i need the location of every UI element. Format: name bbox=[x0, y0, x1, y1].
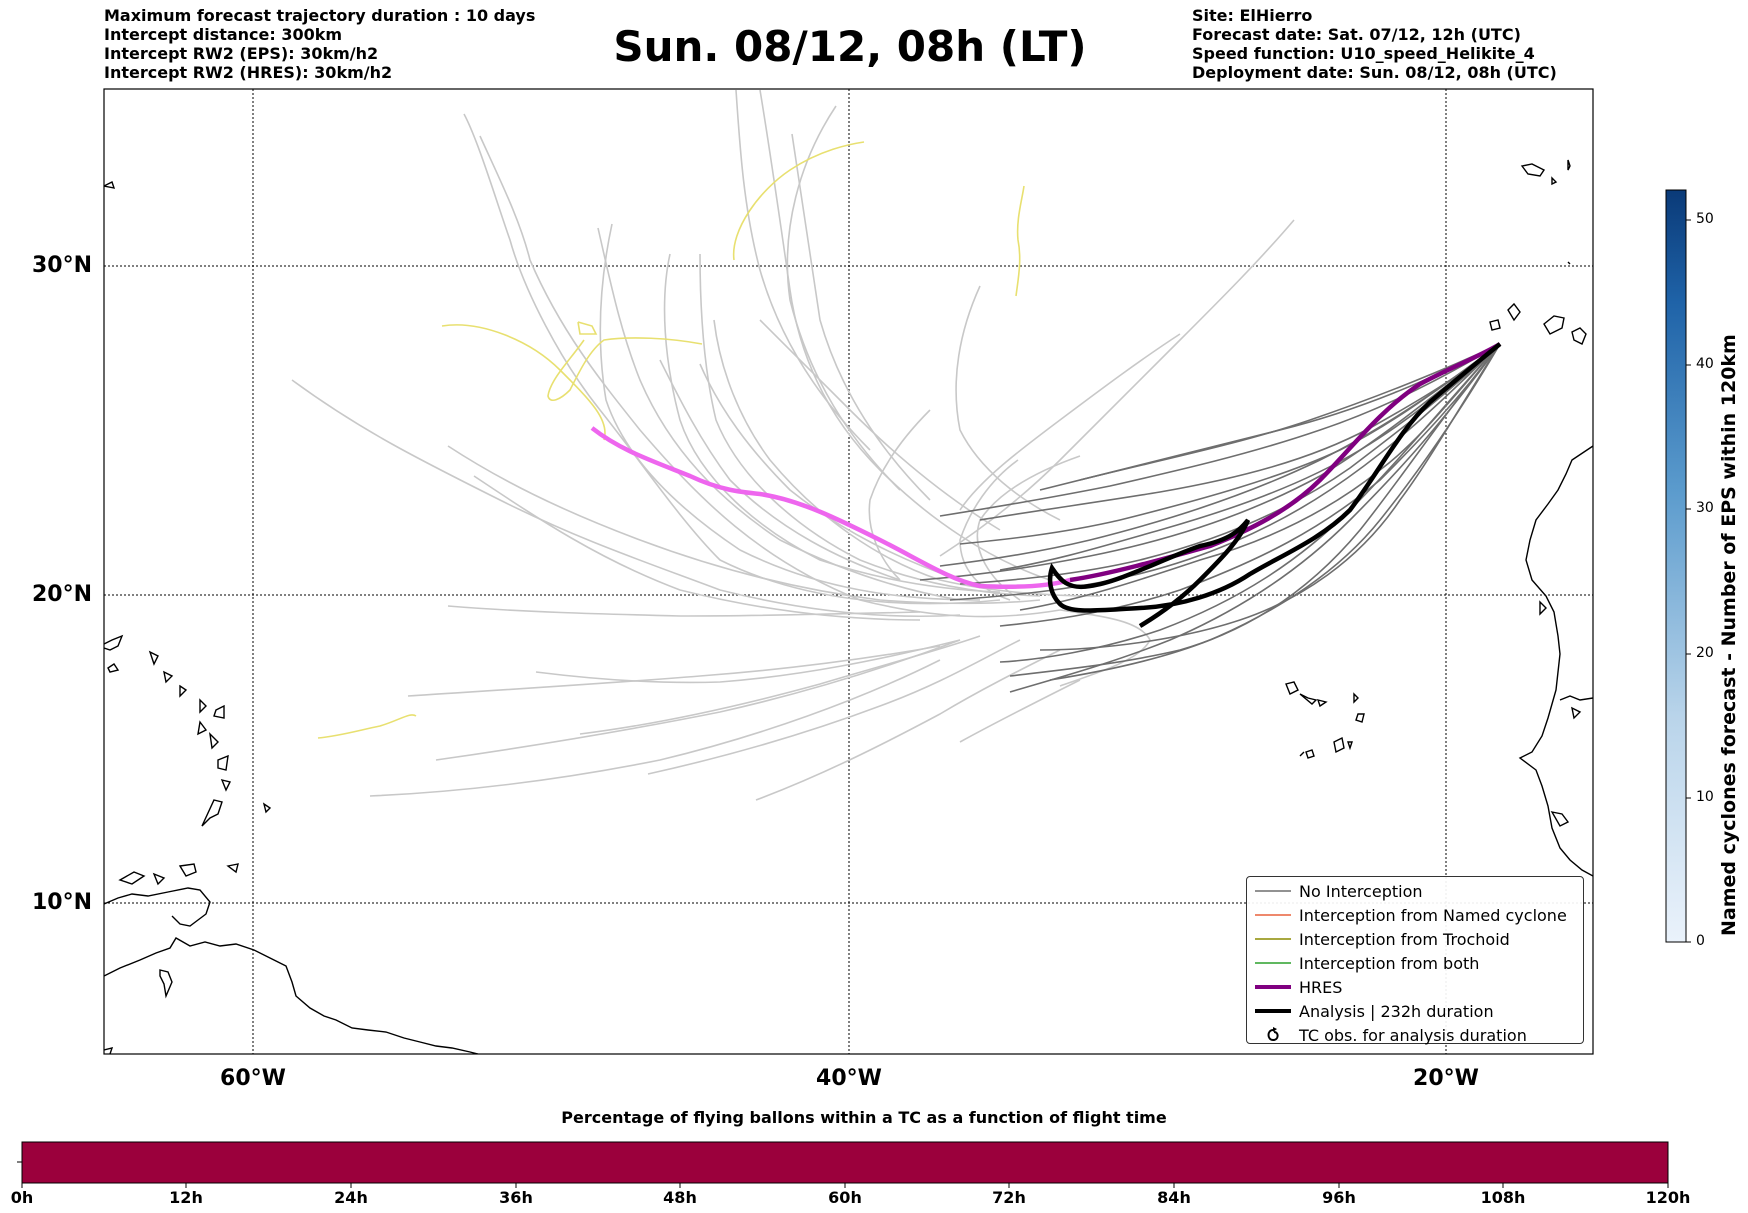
header-line-duration: Maximum forecast trajectory duration : 1… bbox=[104, 6, 536, 25]
header-line-speed-function: Speed function: U10_speed_Helikite_4 bbox=[1192, 44, 1535, 63]
timebar-tick-24h: 24h bbox=[334, 1188, 368, 1207]
timebar-ticks bbox=[17, 1161, 1669, 1188]
timebar-tick-120h: 120h bbox=[1645, 1188, 1691, 1207]
hres-faded-trajectory bbox=[590, 426, 1071, 589]
timebar-tick-48h: 48h bbox=[663, 1188, 697, 1207]
header-line-site: Site: ElHierro bbox=[1192, 6, 1313, 25]
timebar-tick-108h: 108h bbox=[1480, 1188, 1526, 1207]
lat-label-20n: 20°N bbox=[32, 582, 93, 607]
header-line-forecast-date: Forecast date: Sat. 07/12, 12h (UTC) bbox=[1192, 25, 1521, 44]
red-line-icon bbox=[1255, 914, 1291, 916]
timebar-tick-0h: 0h bbox=[10, 1188, 34, 1207]
no-interception-trajectories bbox=[919, 343, 1501, 693]
legend-item-trochoid: Interception from Trochoid bbox=[1247, 928, 1583, 950]
header-line-rw2-hres: Intercept RW2 (HRES): 30km/h2 bbox=[104, 63, 393, 82]
black-line-icon bbox=[1255, 1009, 1291, 1013]
legend-item-tc-obs: TC obs. for analysis duration bbox=[1247, 1024, 1583, 1046]
colorbar-tick-50: 50 bbox=[1696, 211, 1714, 227]
colorbar bbox=[1665, 189, 1687, 943]
header-line-rw2-eps: Intercept RW2 (EPS): 30km/h2 bbox=[104, 44, 379, 63]
colorbar-tick-20: 20 bbox=[1696, 645, 1714, 661]
timebar bbox=[21, 1141, 1669, 1184]
coastlines bbox=[104, 159, 1593, 1054]
colorbar-tick-40: 40 bbox=[1696, 356, 1714, 372]
legend-item-analysis: Analysis | 232h duration bbox=[1247, 1000, 1583, 1022]
timebar-tick-96h: 96h bbox=[1322, 1188, 1356, 1207]
cyclone-symbol-icon bbox=[1267, 1027, 1279, 1042]
grey-line-icon bbox=[1255, 890, 1291, 892]
page-title: Sun. 08/12, 08h (LT) bbox=[613, 22, 1087, 71]
faded-trajectories bbox=[291, 89, 1295, 801]
header-info-right: Site: ElHierro Forecast date: Sat. 07/12… bbox=[1192, 6, 1557, 82]
timebar-tick-72h: 72h bbox=[992, 1188, 1026, 1207]
map-plot-area bbox=[104, 89, 1593, 1054]
legend-item-both: Interception from both bbox=[1247, 952, 1583, 974]
purple-line-icon bbox=[1255, 985, 1291, 989]
green-line-icon bbox=[1255, 962, 1291, 964]
header-line-distance: Intercept distance: 300km bbox=[104, 25, 343, 44]
colorbar-tick-0: 0 bbox=[1696, 933, 1705, 949]
yellow-trajectories bbox=[317, 141, 1025, 739]
lon-label-60w: 60°W bbox=[220, 1066, 286, 1091]
header-line-deployment-date: Deployment date: Sun. 08/12, 08h (UTC) bbox=[1192, 63, 1557, 82]
lat-label-30n: 30°N bbox=[32, 253, 93, 278]
lon-label-20w: 20°W bbox=[1413, 1066, 1479, 1091]
lat-label-10n: 10°N bbox=[32, 890, 93, 915]
timebar-tick-84h: 84h bbox=[1157, 1188, 1191, 1207]
map-legend: No Interception Interception from Named … bbox=[1246, 876, 1584, 1046]
colorbar-ticks bbox=[1686, 219, 1691, 943]
hres-trajectory bbox=[1069, 342, 1502, 583]
colorbar-tick-30: 30 bbox=[1696, 500, 1714, 516]
timebar-title: Percentage of flying ballons within a TC… bbox=[561, 1108, 1167, 1127]
timebar-tick-12h: 12h bbox=[169, 1188, 203, 1207]
legend-item-hres: HRES bbox=[1247, 976, 1583, 998]
colorbar-title: Named cyclones forecast - Number of EPS … bbox=[1718, 334, 1740, 936]
map-frame bbox=[103, 88, 1594, 1055]
analysis-trajectory bbox=[1047, 342, 1502, 628]
colorbar-tick-10: 10 bbox=[1696, 789, 1714, 805]
legend-item-named-cyclone: Interception from Named cyclone bbox=[1247, 904, 1583, 926]
lon-label-40w: 40°W bbox=[816, 1066, 882, 1091]
timebar-tick-36h: 36h bbox=[499, 1188, 533, 1207]
legend-item-no-interception: No Interception bbox=[1247, 880, 1583, 902]
header-info-left: Maximum forecast trajectory duration : 1… bbox=[104, 6, 535, 82]
timebar-tick-60h: 60h bbox=[828, 1188, 862, 1207]
olive-line-icon bbox=[1255, 938, 1291, 940]
